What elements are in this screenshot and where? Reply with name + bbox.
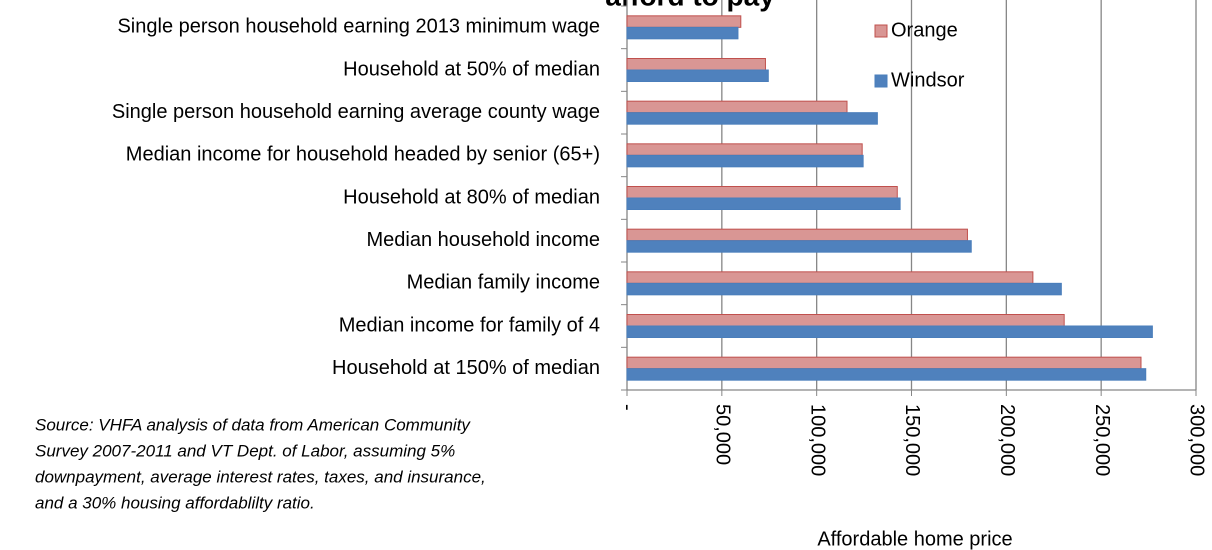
bar (626, 282, 1062, 296)
bar (626, 314, 1065, 327)
bar (626, 368, 1147, 381)
bar (626, 154, 864, 168)
bar (626, 197, 901, 210)
y-tick-label: Household at 50% of median (343, 58, 600, 80)
bar (626, 228, 968, 242)
y-tick-label: Median family income (407, 272, 600, 294)
x-axis-label: Affordable home price (817, 528, 1012, 550)
y-tick-label: Single person household earning 2013 min… (117, 16, 600, 38)
y-tick-label: Median income for household headed by se… (126, 144, 600, 166)
bar (626, 143, 863, 156)
source-note: and a 30% housing affordablilty ratio. (35, 493, 315, 512)
bar (626, 58, 766, 71)
chart-title: afford to pay (605, 0, 775, 11)
x-tick-label: - (617, 404, 639, 411)
bar (626, 15, 742, 28)
bar (626, 100, 848, 114)
legend-swatch (874, 24, 888, 38)
source-note: Survey 2007-2011 and VT Dept. of Labor, … (35, 441, 455, 460)
bar (626, 186, 898, 199)
source-note: Source: VHFA analysis of data from Ameri… (35, 415, 471, 434)
legend-swatch (874, 74, 888, 88)
bar (626, 112, 878, 125)
legend-label: Orange (891, 19, 958, 41)
x-tick-label: 200,000 (996, 404, 1018, 476)
bar (626, 69, 769, 82)
x-tick-label: 150,000 (901, 404, 923, 476)
y-tick-label: Household at 150% of median (332, 357, 600, 379)
y-tick-label: Single person household earning average … (112, 101, 600, 123)
bar (626, 26, 739, 40)
bar (626, 356, 1142, 370)
y-tick-label: Median household income (367, 229, 601, 251)
x-tick-label: 250,000 (1091, 404, 1113, 476)
x-tick-label: 300,000 (1186, 404, 1208, 476)
y-tick-label: Median income for family of 4 (339, 314, 600, 336)
legend-label: Windsor (891, 69, 965, 91)
x-tick-label: 100,000 (806, 404, 828, 476)
bar (626, 240, 972, 253)
y-tick-label: Household at 80% of median (343, 186, 600, 208)
x-tick-label: 50,000 (712, 404, 734, 465)
bar (626, 325, 1153, 338)
bar (626, 271, 1034, 284)
source-note: downpayment, average interest rates, tax… (35, 467, 486, 486)
